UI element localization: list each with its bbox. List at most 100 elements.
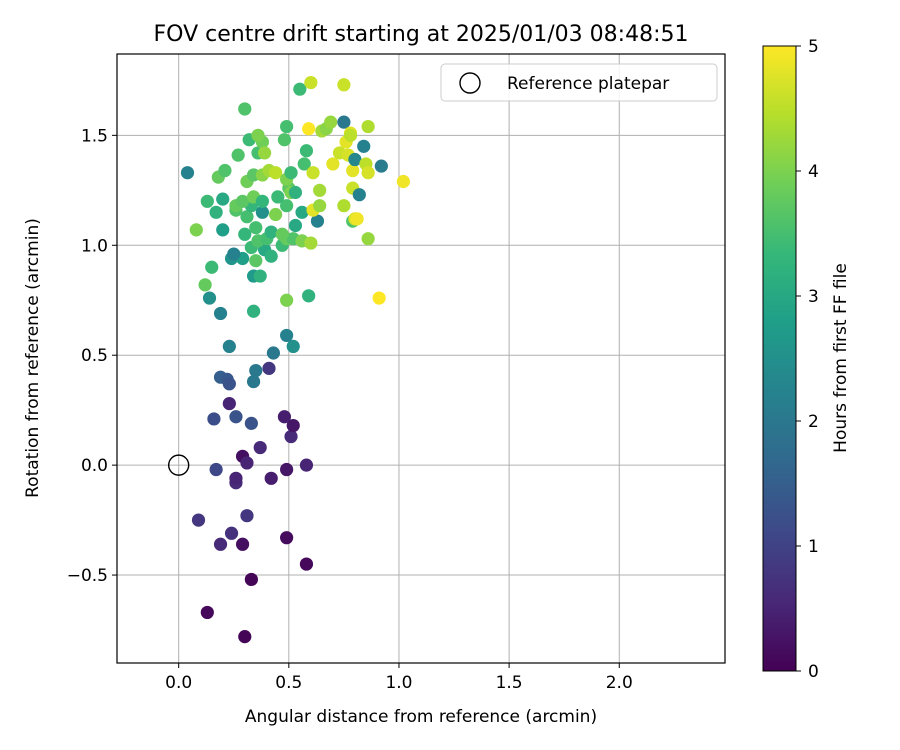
scatter-point — [213, 306, 228, 321]
scatter-point — [346, 163, 360, 178]
scatter-point — [249, 221, 263, 235]
x-axis-label: Angular distance from reference (arcmin) — [245, 707, 597, 727]
grid-lines — [117, 54, 725, 663]
legend: Reference platepar — [440, 63, 718, 102]
scatter-point — [313, 199, 327, 213]
scatter-point — [253, 440, 267, 455]
scatter-point — [337, 115, 351, 129]
y-axis-ticks: −0.5 0.0 0.5 1.0 1.5 — [67, 126, 117, 586]
scatter-point — [372, 291, 386, 305]
reference-platepar-marker — [167, 454, 190, 476]
x-tick-label: 2.0 — [606, 673, 633, 693]
scatter-point — [280, 293, 294, 307]
scatter-point — [348, 152, 362, 167]
y-tick-label: 0.5 — [81, 346, 108, 366]
scatter-point — [264, 471, 278, 485]
scatter-point — [229, 471, 243, 485]
scatter-point — [251, 128, 265, 142]
scatter-point — [222, 339, 236, 354]
scatter-point — [396, 174, 410, 189]
y-tick-label: 0.0 — [81, 456, 108, 476]
scatter-point — [297, 157, 311, 171]
scatter-point — [180, 166, 195, 180]
y-tick-label: 1.0 — [81, 236, 108, 256]
scatter-point — [304, 75, 318, 90]
scatter-point — [299, 458, 314, 472]
scatter-point — [299, 557, 314, 571]
colorbar-tick-label: 3 — [808, 287, 819, 307]
colorbar-tick-label: 2 — [808, 412, 819, 432]
legend-box — [440, 63, 718, 102]
scatter-point — [280, 531, 294, 545]
y-tick-label: −0.5 — [67, 566, 108, 586]
colorbar-tick-label: 5 — [808, 37, 819, 57]
scatter-points — [167, 75, 410, 644]
scatter-point — [337, 199, 351, 213]
scatter-point — [361, 119, 375, 134]
scatter-point — [200, 605, 214, 620]
scatter-point — [249, 254, 263, 268]
x-tick-label: 1.5 — [496, 673, 523, 693]
colorbar-frame — [762, 45, 797, 672]
scatter-point — [288, 185, 303, 200]
scatter-point — [249, 363, 263, 378]
x-tick-label: 0.5 — [275, 673, 302, 693]
colorbar-tick-label: 0 — [808, 662, 819, 682]
scatter-point — [213, 537, 228, 551]
scatter-point — [240, 456, 254, 470]
scatter-point — [238, 102, 252, 116]
scatter-point — [350, 212, 364, 226]
scatter-point — [216, 223, 230, 237]
scatter-point — [244, 572, 258, 587]
scatter-point — [293, 82, 307, 96]
scatter-point — [304, 236, 318, 250]
scatter-point — [337, 78, 351, 92]
colorbar-gradient — [763, 46, 796, 671]
scatter-point — [352, 188, 366, 202]
scatter-point — [222, 396, 236, 411]
scatter-point — [202, 291, 217, 305]
chart-title: FOV centre drift starting at 2025/01/03 … — [154, 22, 689, 47]
scatter-point — [257, 146, 272, 160]
scatter-point — [191, 513, 206, 527]
scatter-point — [284, 429, 298, 444]
scatter-point — [295, 205, 309, 219]
scatter-point — [280, 199, 294, 213]
x-axis-ticks: 0.0 0.5 1.0 1.5 2.0 — [165, 663, 633, 693]
scatter-point — [310, 214, 325, 228]
scatter-point — [313, 183, 327, 197]
scatter-point — [218, 163, 232, 178]
scatter-point — [216, 192, 230, 206]
scatter-point — [255, 194, 269, 208]
scatter-point — [238, 630, 252, 644]
scatter-point — [286, 418, 300, 433]
scatter-point — [302, 289, 316, 303]
scatter-point — [302, 122, 316, 136]
scatter-point — [374, 159, 388, 173]
y-axis-label: Rotation from reference (arcmin) — [23, 218, 43, 498]
plot-frame — [116, 53, 726, 664]
scatter-point — [275, 227, 289, 241]
scatter-point — [357, 139, 371, 153]
colorbar-tick-label: 4 — [808, 162, 819, 182]
scatter-point — [207, 412, 221, 426]
colorbar-ticks: 0 1 2 3 4 5 — [796, 37, 819, 682]
scatter-point — [253, 269, 267, 283]
scatter-point — [189, 223, 203, 237]
scatter-point — [224, 526, 239, 540]
scatter-point — [209, 205, 223, 219]
scatter-point — [277, 133, 292, 147]
colorbar-label: Hours from first FF file — [831, 263, 851, 453]
scatter-point — [266, 346, 281, 360]
scatter-point — [200, 194, 214, 208]
scatter-point — [326, 157, 340, 171]
scatter-point — [299, 144, 314, 158]
scatter-point — [240, 210, 254, 224]
scatter-point — [280, 462, 294, 477]
scatter-point — [306, 166, 320, 180]
x-tick-label: 1.0 — [385, 673, 412, 693]
scatter-point — [269, 166, 283, 180]
scatter-point — [277, 410, 292, 424]
